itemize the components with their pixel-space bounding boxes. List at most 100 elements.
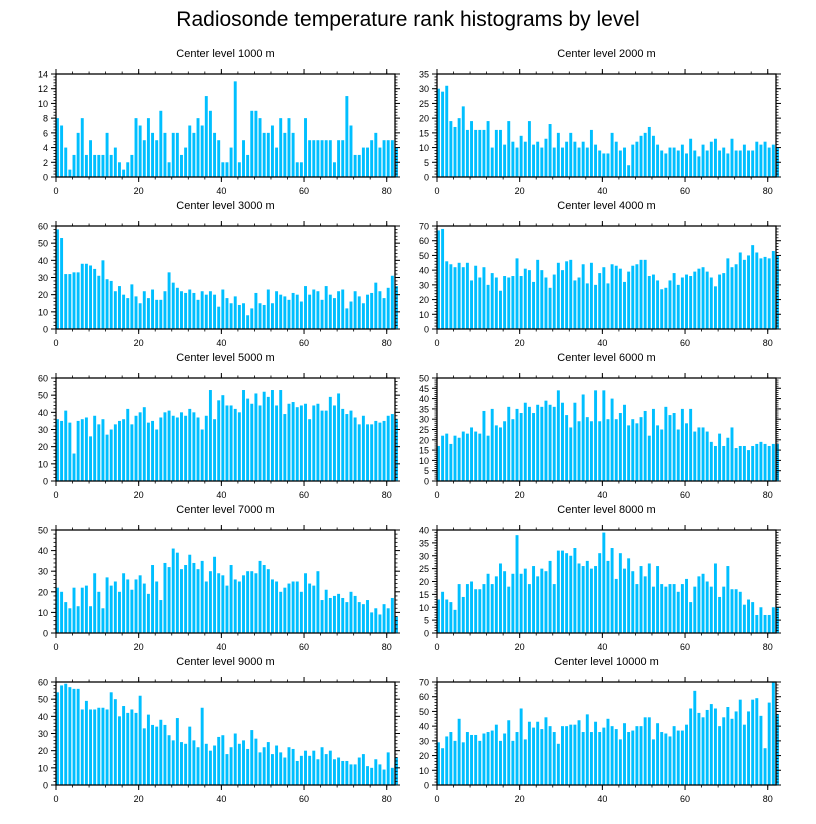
histogram-bar [208,750,212,785]
histogram-bar [93,415,97,481]
histogram-bar [250,403,254,481]
histogram-bar [316,759,320,785]
histogram-bar [453,609,457,633]
x-tick-label: 80 [763,794,773,804]
histogram-bar [60,238,64,329]
histogram-bar [221,395,225,481]
histogram-bar [395,286,398,329]
histogram-bar [569,555,573,633]
histogram-bar [482,129,486,177]
histogram-bar [60,685,64,785]
x-tick-label: 40 [597,338,607,348]
histogram-bar [556,550,560,633]
histogram-bar [225,405,229,481]
histogram-bar [453,126,457,177]
histogram-bar [68,274,72,329]
x-tick-label: 60 [680,338,690,348]
x-tick-label: 20 [515,794,525,804]
histogram-bar [349,591,353,633]
histogram-bar [532,281,536,329]
histogram-bar [89,265,92,329]
histogram-bar [738,699,742,785]
histogram-bar [523,141,527,177]
histogram-bar [747,150,750,177]
histogram-bar [175,718,179,785]
y-tick-label: 0 [424,781,429,791]
histogram-bar [101,419,105,481]
histogram-bar [279,294,283,329]
histogram-bar [693,586,697,633]
histogram-bar [478,277,482,329]
histogram-bar [386,140,390,177]
histogram-bar [308,294,312,329]
histogram-bar [258,560,262,633]
histogram-bar [544,717,548,785]
y-tick-label: 35 [419,538,429,548]
histogram-bar [437,230,440,329]
histogram-bar [275,147,279,177]
y-tick-label: 15 [419,590,429,600]
histogram-bar [221,575,225,633]
histogram-bar [337,593,341,633]
histogram-bar [320,410,324,481]
plot-frame [55,73,396,178]
histogram-bar [697,576,701,633]
histogram-bar [192,740,196,785]
histogram-bar [726,153,730,177]
histogram-bar [89,606,92,633]
histogram-bar [200,707,204,785]
histogram-bar [515,535,519,633]
histogram-bar [295,760,299,785]
histogram-bar [515,147,519,177]
histogram-bar [167,272,171,329]
histogram-bar [672,584,676,633]
histogram-bar [685,578,688,633]
histogram-bar [341,289,345,329]
histogram-bar [134,579,138,633]
histogram-bar [532,566,536,633]
histogram-bar [751,699,755,785]
histogram-bar [465,584,469,633]
histogram-bar [540,406,544,481]
panel-10: Center level 10000 m 0 10 20 30 40 50 60 70 0 20 40… [419,656,781,804]
histogram-bar [734,264,738,329]
histogram-bar [437,445,440,481]
histogram-bar [465,433,469,481]
histogram-bar [623,281,626,329]
histogram-bar [361,303,365,329]
histogram-bar [80,419,84,481]
histogram-bar [523,568,527,634]
histogram-bar [266,396,270,481]
y-tick-label: 60 [38,678,48,688]
histogram-bar [713,286,717,329]
histogram-bar [118,716,121,785]
histogram-bar [246,315,250,329]
histogram-bar [697,268,701,329]
y-tick-label: 30 [38,567,48,577]
histogram-bar [93,709,97,785]
histogram-bar [470,427,473,481]
y-tick-label: 10 [38,459,48,469]
histogram-bar [105,434,109,481]
histogram-bar [651,586,655,633]
y-tick-label: 2 [43,158,48,168]
histogram-bar [647,435,651,481]
histogram-bar [312,140,316,177]
histogram-bar [647,276,651,329]
histogram-bar [229,303,233,329]
y-tick-label: 0 [43,173,48,183]
histogram-bar [370,292,374,329]
histogram-bar [536,576,540,633]
histogram-bar [138,575,142,633]
histogram-bar [726,258,730,329]
histogram-bar [291,402,295,481]
x-tick-label: 20 [515,338,525,348]
histogram-bar [668,147,672,177]
histogram-bar [532,144,536,177]
histogram-bar [250,730,254,785]
histogram-bar [742,724,746,785]
histogram-bar [171,415,175,481]
y-tick-label: 50 [38,526,48,536]
histogram-bar [635,264,639,329]
y-tick-label: 60 [38,374,48,384]
